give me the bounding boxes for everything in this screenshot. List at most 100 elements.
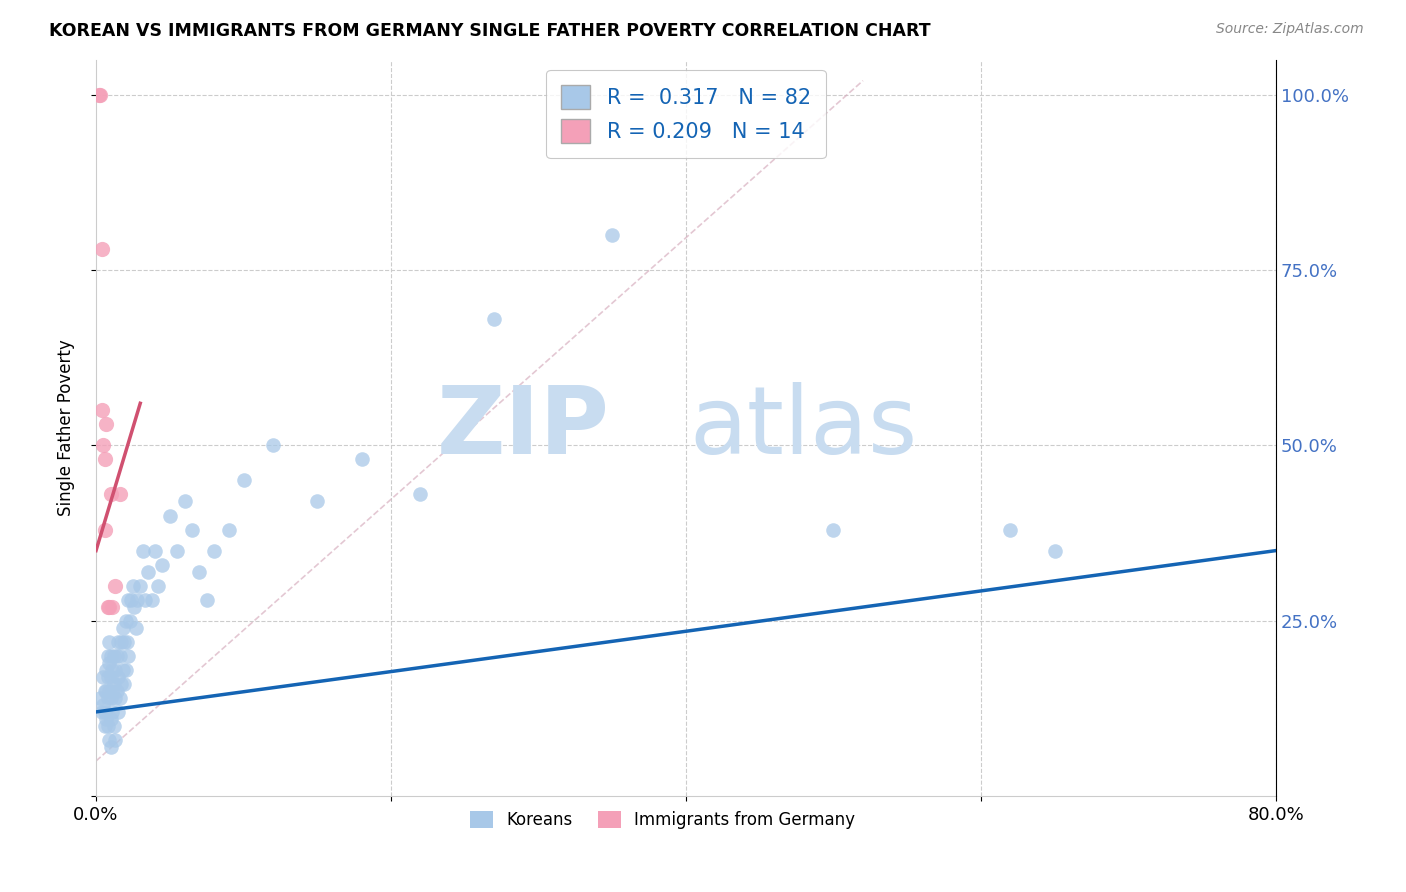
Point [173,494,195,508]
Point [118,614,141,628]
Legend: Koreans, Immigrants from Germany: Koreans, Immigrants from Germany [463,804,862,836]
Point [141,592,163,607]
Point [97,599,120,614]
Point [100,648,122,663]
Point [108,487,131,501]
Point [122,579,145,593]
Point [93,438,115,452]
Point [110,677,132,691]
Point [218,523,240,537]
Point [94,452,117,467]
Point [307,494,329,508]
Point [600,227,623,242]
Point [202,543,225,558]
Point [93,670,115,684]
Point [100,739,122,754]
Point [96,684,118,698]
Point [115,634,138,648]
Point [104,733,127,747]
Point [97,670,120,684]
Point [180,523,202,537]
Point [409,487,432,501]
Point [94,705,117,719]
Point [90,242,112,256]
Point [96,712,118,726]
Point [107,634,129,648]
Point [103,648,125,663]
Point [1000,523,1022,537]
Point [120,592,142,607]
Point [188,565,211,579]
Point [89,690,111,705]
Point [262,438,284,452]
Point [94,719,117,733]
Point [100,690,122,705]
Point [101,663,124,677]
Text: ZIP: ZIP [436,382,609,474]
Point [111,663,134,677]
Point [100,670,122,684]
Point [134,592,156,607]
Point [117,592,139,607]
Point [129,579,152,593]
Point [195,592,218,607]
Point [107,670,129,684]
Point [98,634,121,648]
Point [1043,543,1066,558]
Point [107,705,129,719]
Point [101,599,124,614]
Point [87,87,110,102]
Point [114,663,136,677]
Point [108,648,131,663]
Point [94,523,117,537]
Point [90,403,112,417]
Point [104,690,127,705]
Point [101,705,124,719]
Point [90,705,112,719]
Point [98,656,121,670]
Text: Source: ZipAtlas.com: Source: ZipAtlas.com [1216,22,1364,37]
Point [89,87,111,102]
Point [823,523,845,537]
Text: KOREAN VS IMMIGRANTS FROM GERMANY SINGLE FATHER POVERTY CORRELATION CHART: KOREAN VS IMMIGRANTS FROM GERMANY SINGLE… [49,22,931,40]
Point [117,648,139,663]
Text: atlas: atlas [690,382,918,474]
Y-axis label: Single Father Poverty: Single Father Poverty [58,340,75,516]
Point [100,487,122,501]
Point [143,543,166,558]
Point [96,417,118,432]
Point [127,592,149,607]
Point [111,621,134,635]
Point [166,543,188,558]
Point [105,648,128,663]
Point [100,712,122,726]
Point [112,677,135,691]
Point [97,719,120,733]
Point [110,634,132,648]
Point [132,543,155,558]
Point [96,663,118,677]
Point [146,579,169,593]
Point [103,719,125,733]
Point [484,312,506,326]
Point [159,508,181,523]
Point [97,648,120,663]
Point [101,684,124,698]
Point [125,621,148,635]
Point [94,684,117,698]
Point [98,733,121,747]
Point [97,690,120,705]
Point [108,690,131,705]
Point [103,677,125,691]
Point [104,663,127,677]
Point [98,684,121,698]
Point [112,634,135,648]
Point [114,614,136,628]
Point [350,452,373,467]
Point [150,558,173,572]
Point [105,684,128,698]
Point [124,599,146,614]
Point [104,579,127,593]
Point [136,565,159,579]
Point [98,599,121,614]
